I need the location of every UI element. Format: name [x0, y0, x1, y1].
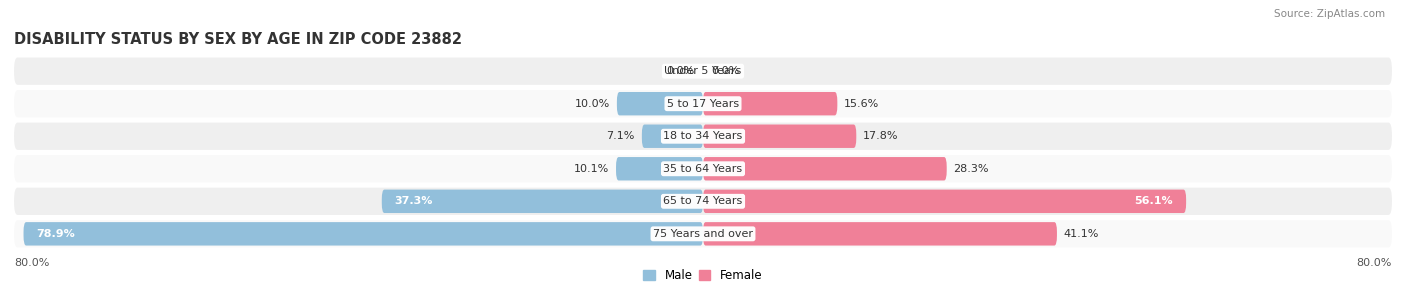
FancyBboxPatch shape — [14, 90, 1392, 117]
Text: 15.6%: 15.6% — [844, 99, 880, 109]
Text: 37.3%: 37.3% — [395, 196, 433, 206]
FancyBboxPatch shape — [14, 58, 1392, 85]
FancyBboxPatch shape — [703, 124, 856, 148]
FancyBboxPatch shape — [643, 124, 703, 148]
Text: 10.0%: 10.0% — [575, 99, 610, 109]
FancyBboxPatch shape — [14, 220, 1392, 247]
Text: 56.1%: 56.1% — [1135, 196, 1173, 206]
Text: Source: ZipAtlas.com: Source: ZipAtlas.com — [1274, 9, 1385, 19]
Text: Under 5 Years: Under 5 Years — [665, 66, 741, 76]
Text: 75 Years and over: 75 Years and over — [652, 229, 754, 239]
Legend: Male, Female: Male, Female — [638, 265, 768, 287]
Text: 7.1%: 7.1% — [606, 131, 636, 141]
Text: 18 to 34 Years: 18 to 34 Years — [664, 131, 742, 141]
FancyBboxPatch shape — [24, 222, 703, 246]
Text: DISABILITY STATUS BY SEX BY AGE IN ZIP CODE 23882: DISABILITY STATUS BY SEX BY AGE IN ZIP C… — [14, 32, 463, 47]
Text: 65 to 74 Years: 65 to 74 Years — [664, 196, 742, 206]
FancyBboxPatch shape — [14, 123, 1392, 150]
Text: 35 to 64 Years: 35 to 64 Years — [664, 164, 742, 174]
Text: 78.9%: 78.9% — [37, 229, 75, 239]
Text: 0.0%: 0.0% — [666, 66, 695, 76]
FancyBboxPatch shape — [703, 190, 1187, 213]
FancyBboxPatch shape — [703, 222, 1057, 246]
FancyBboxPatch shape — [617, 92, 703, 115]
FancyBboxPatch shape — [14, 155, 1392, 182]
Text: 41.1%: 41.1% — [1064, 229, 1099, 239]
FancyBboxPatch shape — [703, 92, 838, 115]
Text: 10.1%: 10.1% — [574, 164, 609, 174]
Text: 5 to 17 Years: 5 to 17 Years — [666, 99, 740, 109]
Text: 28.3%: 28.3% — [953, 164, 988, 174]
Text: 17.8%: 17.8% — [863, 131, 898, 141]
FancyBboxPatch shape — [14, 188, 1392, 215]
Text: 0.0%: 0.0% — [711, 66, 740, 76]
Text: 80.0%: 80.0% — [1357, 258, 1392, 268]
FancyBboxPatch shape — [703, 157, 946, 181]
FancyBboxPatch shape — [382, 190, 703, 213]
Text: 80.0%: 80.0% — [14, 258, 49, 268]
FancyBboxPatch shape — [616, 157, 703, 181]
